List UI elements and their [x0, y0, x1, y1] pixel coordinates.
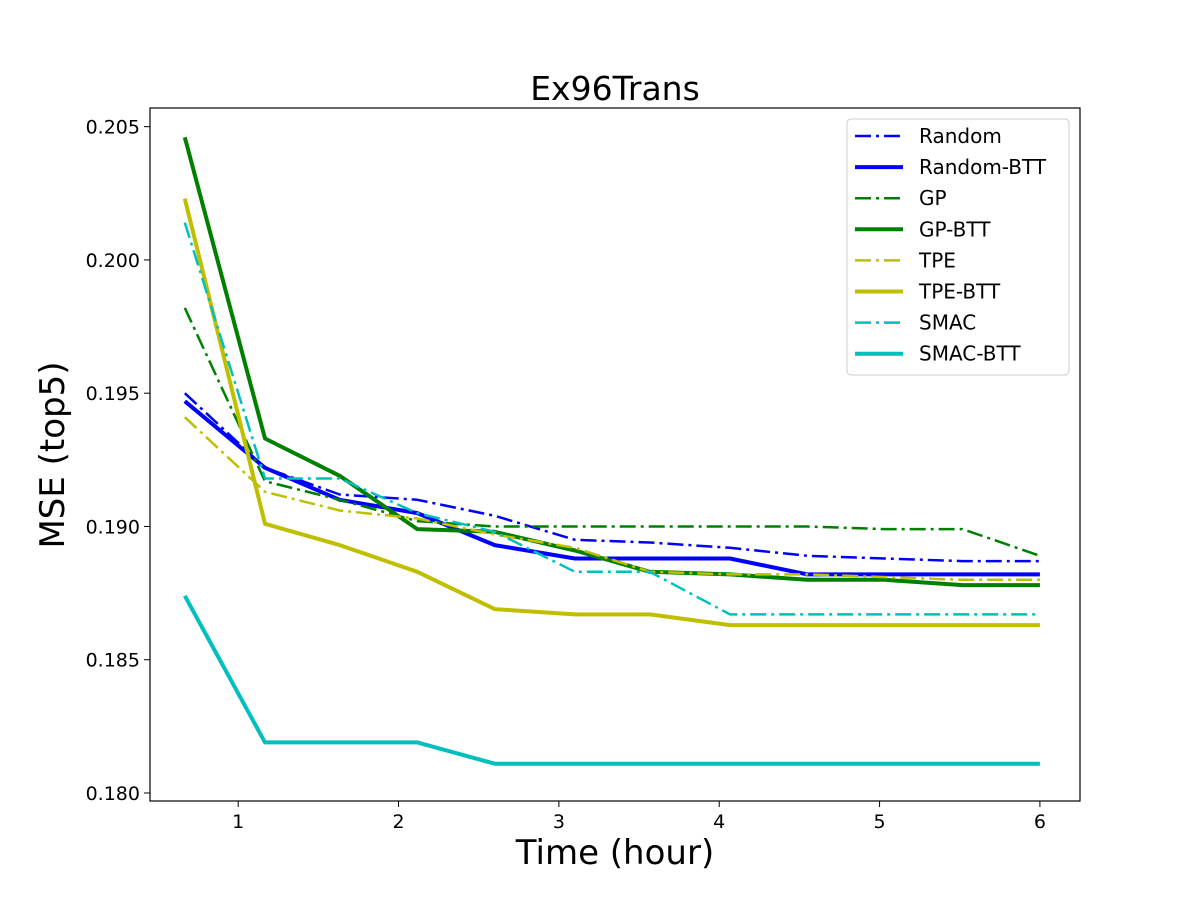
- x-tick-label: 5: [874, 811, 886, 833]
- x-tick-label: 6: [1034, 811, 1046, 833]
- y-tick-label: 0.180: [86, 783, 140, 805]
- legend-label: Random: [919, 124, 1002, 148]
- y-tick-label: 0.205: [86, 117, 140, 139]
- x-tick-label: 2: [392, 811, 404, 833]
- series-line-gp-btt: [182, 136, 1040, 588]
- series-line-smac-btt: [183, 594, 1040, 766]
- legend-label: TPE: [918, 248, 956, 272]
- y-axis-title: MSE (top5): [33, 361, 73, 548]
- y-axis: 0.180 0.185 0.190 0.195 0.200 0.205: [86, 117, 150, 805]
- series-line-tpe-btt: [182, 198, 1040, 628]
- x-tick-label: 1: [232, 811, 244, 833]
- y-tick-label: 0.190: [86, 516, 140, 538]
- legend: Random Random-BTT GP GP-BTT TPE TPE-BTT SMAC SM…: [846, 118, 1070, 376]
- series-line-tpe: [183, 416, 1040, 582]
- legend-label: Random-BTT: [919, 155, 1047, 179]
- legend-box: [846, 118, 1070, 376]
- legend-label: GP: [919, 186, 947, 210]
- y-tick-label: 0.185: [86, 650, 140, 672]
- legend-label: SMAC: [919, 311, 976, 335]
- x-axis-title: Time (hour): [515, 833, 714, 873]
- chart-title: Ex96Trans: [530, 69, 700, 108]
- series-line-random-btt: [183, 399, 1040, 577]
- legend-label: SMAC-BTT: [919, 342, 1021, 366]
- legend-label: TPE-BTT: [918, 280, 1001, 304]
- series-line-random: [183, 392, 1040, 563]
- x-tick-label: 4: [713, 811, 725, 833]
- plot-frame: [149, 107, 1081, 802]
- series-layer: [182, 136, 1041, 766]
- series-line-gp: [183, 307, 1041, 557]
- series-line-smac: [183, 222, 1040, 616]
- legend-label: GP-BTT: [919, 217, 991, 241]
- y-tick-label: 0.200: [86, 250, 140, 272]
- y-tick-label: 0.195: [86, 383, 140, 405]
- x-axis: 1 2 3 4 5 6: [232, 801, 1046, 833]
- x-tick-label: 3: [553, 811, 565, 833]
